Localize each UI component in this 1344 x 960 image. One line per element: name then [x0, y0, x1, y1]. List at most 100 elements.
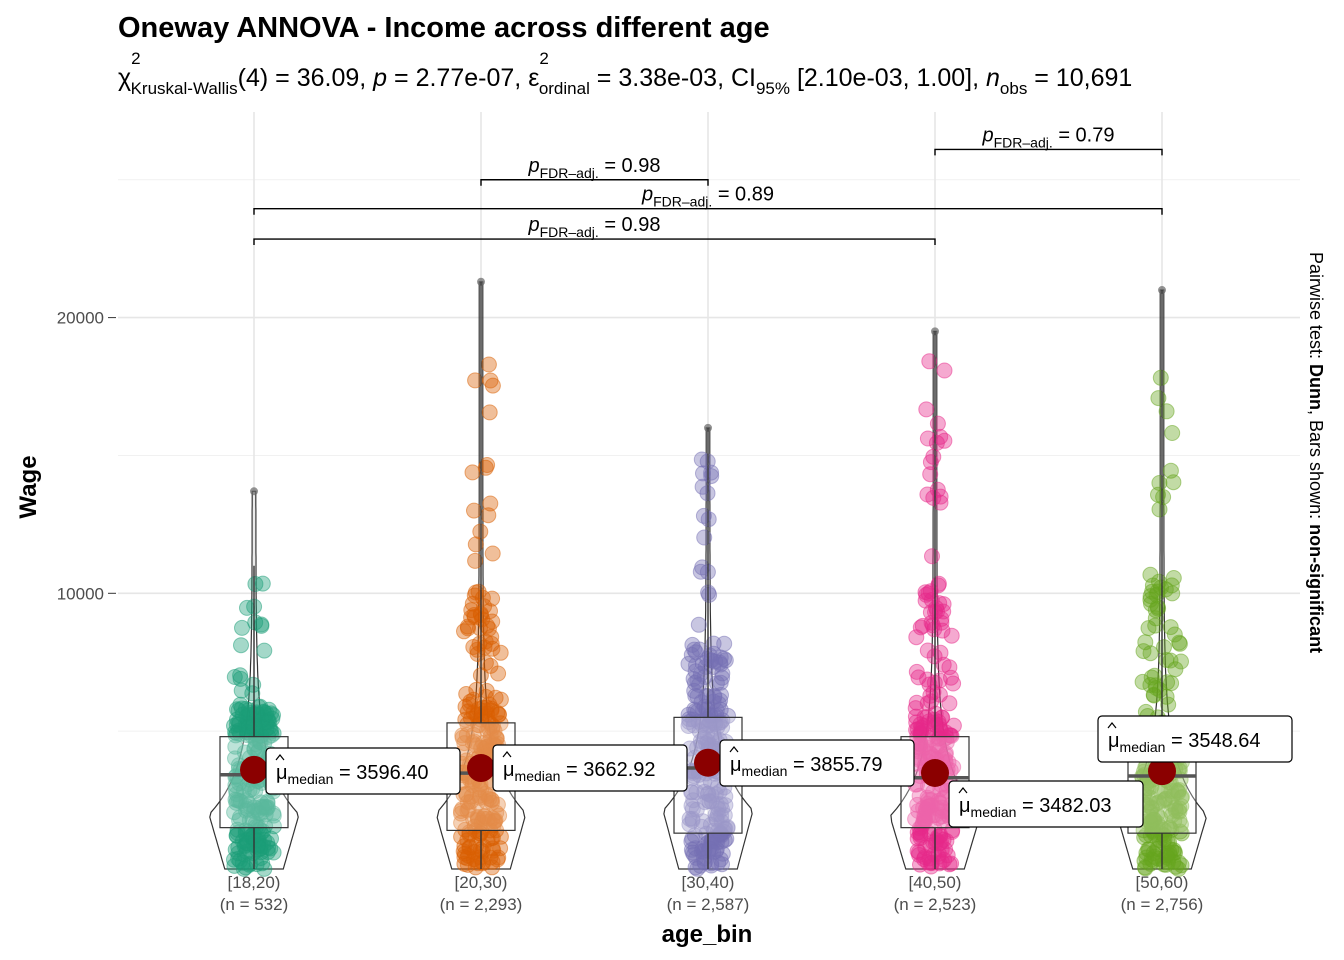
data-point	[912, 619, 929, 636]
caption-bars: non-significant	[1306, 524, 1326, 653]
data-point	[935, 656, 952, 673]
data-point	[932, 488, 949, 505]
median-label-box	[265, 747, 461, 795]
data-point	[226, 857, 243, 874]
y-axis-label: Wage	[15, 455, 42, 518]
data-point	[247, 832, 264, 849]
caption-mid: , Bars shown:	[1306, 410, 1326, 524]
pairwise-label: pFDR–adj. = 0.98	[528, 155, 661, 181]
median-label-hat-icon	[729, 746, 739, 753]
data-point	[918, 401, 935, 418]
data-point	[248, 704, 265, 721]
data-point	[464, 464, 481, 481]
data-point	[936, 362, 953, 379]
data-point	[907, 811, 924, 827]
data-point	[260, 839, 277, 856]
data-point	[931, 855, 948, 872]
data-point	[941, 695, 958, 712]
data-point	[908, 629, 925, 646]
data-point	[920, 713, 937, 730]
data-point	[919, 486, 936, 503]
data-point	[227, 738, 244, 755]
data-point	[226, 804, 243, 821]
data-point	[478, 793, 495, 810]
data-point	[484, 377, 501, 394]
data-point	[908, 663, 925, 680]
y-tick-label: 20000	[57, 309, 104, 328]
data-point	[466, 502, 482, 519]
data-point	[256, 860, 273, 877]
data-point	[235, 782, 252, 799]
data-point	[467, 552, 484, 569]
pairwise-brackets: pFDR–adj. = 0.98 pFDR–adj. = 0.79 pFDR–adj…	[253, 124, 1163, 246]
subtitle-stat-sup: 2	[131, 49, 140, 68]
data-point	[479, 617, 496, 634]
subtitle-ci-sub: 95%	[756, 79, 790, 98]
x-tick-count: (n = 2,523)	[894, 895, 977, 914]
data-point	[256, 642, 273, 659]
data-point	[683, 784, 700, 801]
subtitle-n-value: 10,691	[1056, 64, 1132, 92]
subtitle-effect-sup: 2	[539, 49, 548, 68]
data-point	[714, 669, 731, 686]
data-point	[1141, 841, 1158, 858]
data-point	[709, 834, 726, 851]
data-point	[484, 545, 501, 562]
median-label-box	[948, 780, 1144, 828]
data-point	[1153, 579, 1169, 596]
data-point	[1155, 834, 1172, 851]
subtitle-ci-label: CI	[731, 64, 756, 92]
median-label: μmedian = 3662.92	[503, 759, 656, 784]
x-tick-count: (n = 532)	[220, 895, 289, 914]
data-point	[456, 849, 473, 866]
caption-prefix: Pairwise test:	[1306, 252, 1326, 364]
subtitle-p-label: p	[372, 64, 387, 92]
x-tick-label: [18,20)	[228, 873, 281, 892]
subtitle-stat-sub: Kruskal-Wallis	[131, 79, 238, 98]
data-point	[253, 616, 270, 633]
data-point	[482, 495, 499, 512]
data-point	[710, 800, 727, 817]
caption-test: Dunn	[1306, 364, 1326, 410]
chart-title: Oneway ANNOVA - Income across different …	[118, 12, 770, 44]
data-point	[473, 781, 490, 798]
median-label-box	[492, 744, 688, 792]
caption: Pairwise test: Dunn, Bars shown: non-sig…	[1306, 252, 1326, 653]
y-tick-label: 10000	[57, 584, 104, 603]
x-axis-label: age_bin	[662, 921, 753, 948]
data-point	[935, 596, 952, 613]
median-label-box	[1097, 715, 1293, 763]
data-point	[1166, 626, 1183, 643]
data-point	[468, 681, 485, 698]
data-point	[1162, 619, 1179, 636]
data-point	[914, 741, 931, 758]
subtitle-stat-symbol: χ	[118, 64, 131, 92]
data-point	[709, 806, 726, 823]
data-point	[926, 714, 943, 731]
median-label-hat-icon	[1107, 722, 1117, 729]
data-point	[696, 529, 713, 546]
x-tick-count: (n = 2,756)	[1121, 895, 1204, 914]
data-point	[479, 457, 496, 473]
data-point	[484, 859, 501, 876]
data-point	[1162, 462, 1179, 479]
data-point	[459, 856, 476, 873]
median-label: μmedian = 3482.03	[959, 795, 1112, 820]
data-point	[710, 854, 727, 871]
x-axis-ticks: [18,20) (n = 532) [20,30) (n = 2,293) [30,40…	[220, 858, 1204, 914]
data-point	[1152, 369, 1169, 386]
data-point	[1149, 841, 1166, 857]
data-point	[686, 827, 703, 844]
data-point	[483, 635, 500, 652]
data-point	[456, 735, 473, 752]
data-point	[1170, 854, 1187, 871]
data-point	[691, 723, 708, 739]
data-point	[693, 451, 710, 468]
data-point	[932, 494, 949, 511]
data-point	[943, 855, 960, 872]
pairwise-bracket	[253, 238, 936, 246]
data-point	[925, 834, 942, 851]
data-point	[461, 696, 478, 713]
x-tick-count: (n = 2,587)	[667, 895, 750, 914]
data-point	[1173, 653, 1189, 670]
